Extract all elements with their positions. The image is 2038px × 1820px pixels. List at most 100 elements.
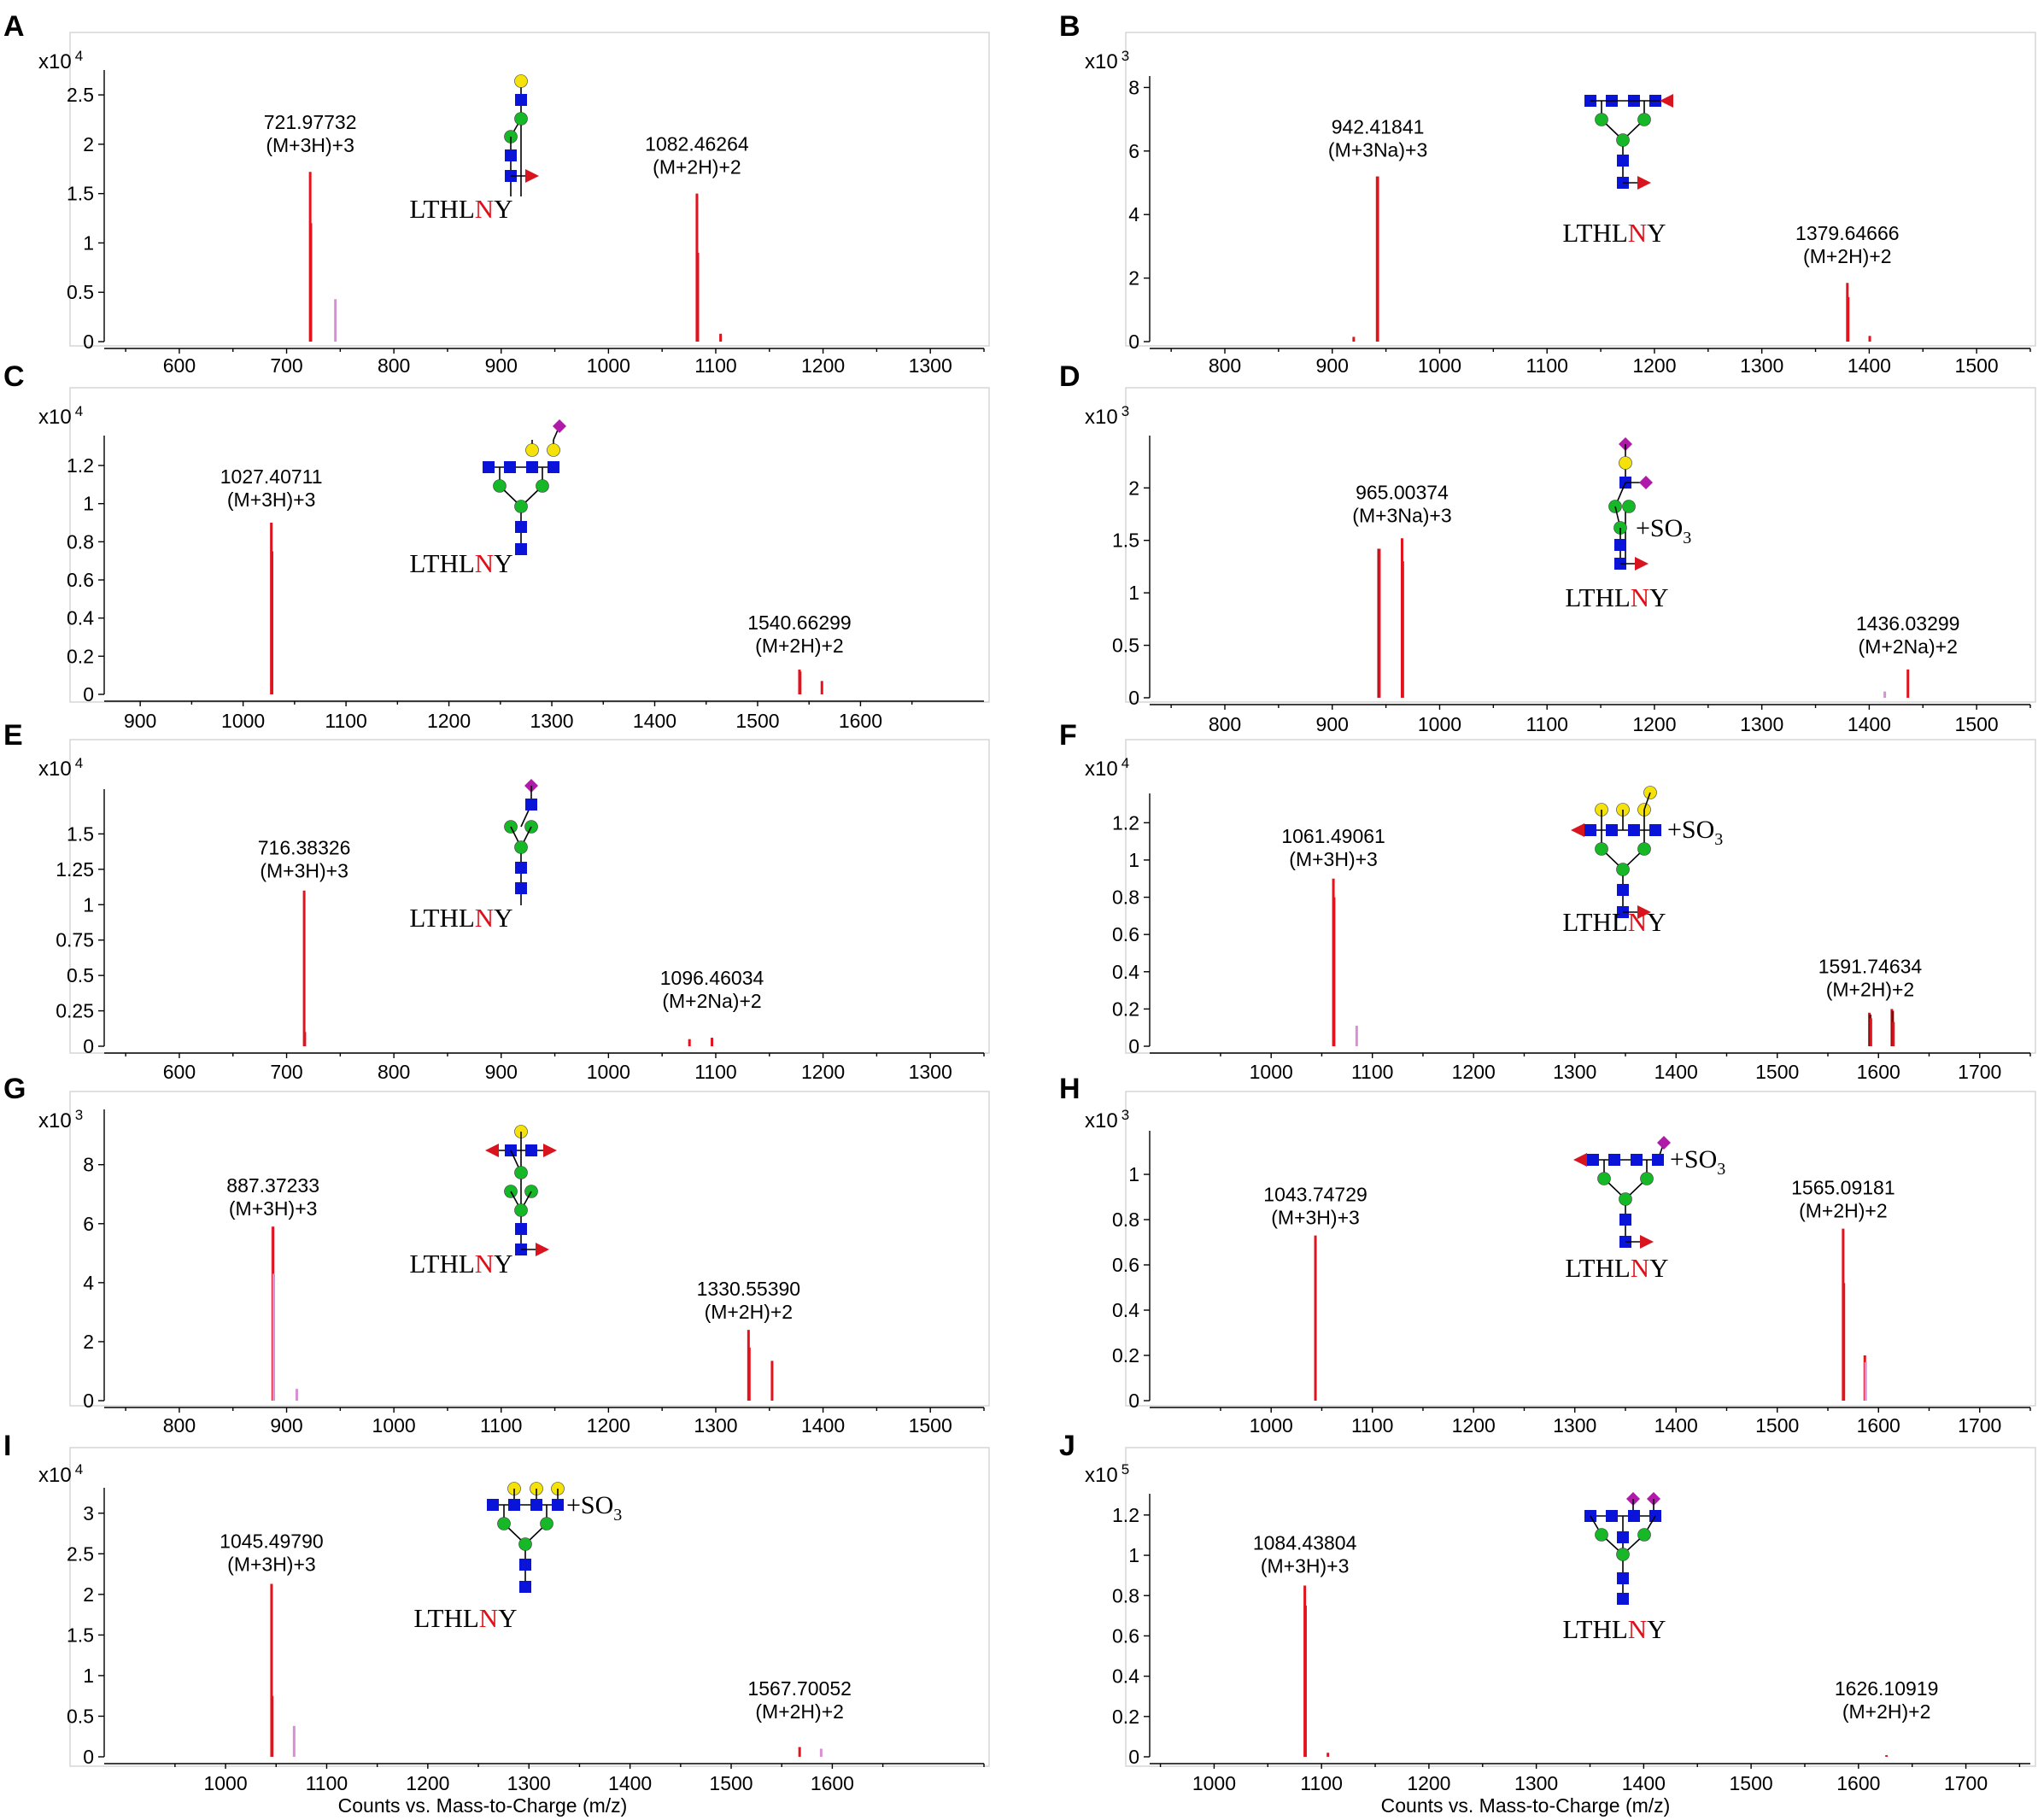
x-tick-label: 1000 (221, 710, 265, 732)
x-tick-label: 1200 (1632, 354, 1676, 377)
hexnac-square-icon (530, 1499, 542, 1511)
y-scale-label: x10 4 (38, 755, 83, 781)
x-tick-label: 800 (378, 1061, 410, 1083)
glycosylation-site: N (1628, 218, 1647, 248)
y-scale-exponent: 3 (1121, 403, 1129, 419)
y-tick-label: 0.25 (56, 1000, 94, 1022)
panel-letter: B (1059, 10, 1080, 43)
y-tick-label: 1 (83, 493, 94, 515)
plot-frame (1125, 739, 2036, 1054)
sulfate-subscript: 3 (1683, 529, 1691, 547)
panel-letter: H (1059, 1073, 1080, 1105)
peak-ion-label: (M+3H)+3 (227, 489, 316, 511)
fucose-triangle-icon (1637, 905, 1651, 919)
y-tick-label: 1 (83, 231, 94, 254)
x-tick-label: 1600 (1857, 1061, 1900, 1083)
mannose-circle-icon (1595, 842, 1608, 856)
galactose-circle-icon (525, 443, 539, 457)
y-tick-label: 2 (83, 133, 94, 155)
hexnac-square-icon (552, 1499, 564, 1511)
y-scale-label: x10 3 (1085, 48, 1129, 73)
mannose-circle-icon (1637, 113, 1651, 126)
peak-ion-label: (M+2Na)+2 (662, 990, 761, 1012)
peptide-suffix: Y (494, 194, 512, 224)
y-tick-label: 8 (1128, 76, 1139, 98)
peak-mz-label: 721.97732 (264, 111, 357, 133)
peptide-sequence: LTHLNY (1565, 582, 1668, 612)
x-tick-label: 1100 (306, 1772, 348, 1794)
x-tick-label: 1000 (1250, 1061, 1293, 1083)
sulfate-label: +SO3 (1667, 816, 1723, 849)
mannose-circle-icon (514, 840, 528, 854)
x-tick-label: 1400 (1654, 1061, 1698, 1083)
peptide-sequence: LTHLNY (1562, 218, 1666, 248)
peak-ion-label: (M+3H)+3 (1271, 1207, 1360, 1229)
mannose-circle-icon (1597, 1172, 1611, 1185)
hexnac-square-icon (1617, 884, 1629, 896)
peptide-suffix: Y (498, 1603, 517, 1633)
mannose-circle-icon (493, 479, 507, 493)
x-tick-label: 1100 (1526, 713, 1567, 735)
galactose-circle-icon (547, 443, 560, 457)
y-scale-exponent: 4 (75, 48, 83, 64)
peak-mz-label: 1330.55390 (697, 1278, 801, 1300)
peak-ion-label: (M+2Na)+2 (1859, 635, 1958, 658)
x-tick-label: 1200 (801, 1061, 845, 1083)
x-tick-label: 800 (1209, 713, 1241, 735)
fucose-triangle-icon (525, 169, 539, 183)
y-scale-label: x10 4 (1085, 755, 1129, 781)
peak-ion-label: (M+2H)+2 (755, 1700, 844, 1723)
hexnac-square-icon (483, 461, 495, 473)
x-tick-label: 1700 (1958, 1061, 2001, 1083)
mannose-circle-icon (518, 1537, 532, 1551)
glycan-structure (485, 1125, 557, 1256)
peptide-suffix: Y (1647, 218, 1666, 248)
y-tick-label: 0 (83, 683, 94, 705)
x-tick-label: 1300 (507, 1772, 551, 1794)
sulfate-label: +SO3 (566, 1491, 622, 1524)
glycosylation-site: N (475, 548, 494, 578)
plot-frame (1125, 1091, 2036, 1407)
x-tick-label: 1000 (1192, 1772, 1236, 1794)
hexnac-square-icon (505, 149, 517, 161)
x-tick-label: 1500 (709, 1772, 753, 1794)
y-tick-label: 1.5 (67, 1624, 94, 1646)
hexnac-square-icon (1628, 1510, 1640, 1522)
y-tick-label: 0 (1128, 1035, 1139, 1057)
sulfate-label: +SO3 (1670, 1145, 1725, 1179)
y-scale-label: x10 3 (1085, 403, 1129, 429)
y-tick-label: 1 (1128, 849, 1139, 871)
hexnac-square-icon (1649, 824, 1661, 836)
x-tick-label: 1200 (801, 354, 845, 377)
x-tick-label: 1400 (608, 1772, 652, 1794)
y-scale-exponent: 4 (75, 403, 83, 419)
glycan-structure (504, 779, 538, 905)
hexnac-square-icon (1606, 824, 1618, 836)
peptide-prefix: LTHL (1565, 582, 1630, 612)
y-tick-label: 0.5 (67, 964, 94, 986)
x-tick-label: 1000 (1418, 354, 1461, 377)
x-tick-label: 800 (378, 354, 410, 377)
peak-mz-label: 1436.03299 (1856, 612, 1960, 635)
hexnac-square-icon (1584, 824, 1596, 836)
x-tick-label: 1300 (694, 1414, 737, 1437)
y-scale-exponent: 4 (75, 1461, 83, 1478)
mannose-circle-icon (1640, 1172, 1654, 1185)
y-tick-label: 6 (83, 1213, 94, 1235)
glycosylation-site: N (1631, 1253, 1649, 1283)
y-tick-label: 4 (1128, 203, 1139, 225)
x-tick-label: 1600 (839, 710, 882, 732)
x-tick-label: 1100 (1351, 1061, 1393, 1083)
panel-letter: G (3, 1073, 26, 1105)
peptide-suffix: Y (494, 548, 512, 578)
x-tick-label: 1300 (909, 354, 952, 377)
peptide-sequence: LTHLNY (409, 194, 512, 224)
y-tick-label: 0 (83, 1746, 94, 1768)
x-tick-label: 1300 (1553, 1061, 1596, 1083)
y-tick-label: 0.6 (1112, 923, 1139, 945)
fucose-triangle-icon (485, 1144, 499, 1157)
peak-ion-label: (M+3H)+3 (227, 1553, 316, 1575)
hexnac-square-icon (1628, 824, 1640, 836)
y-scale-exponent: 4 (1121, 755, 1129, 771)
